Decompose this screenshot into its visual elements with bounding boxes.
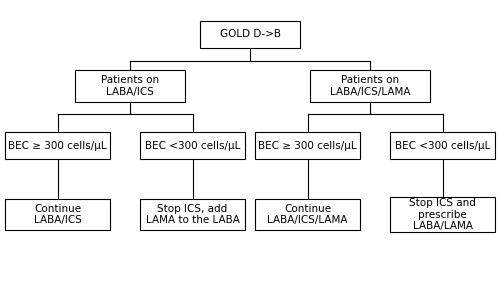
- FancyBboxPatch shape: [390, 197, 495, 232]
- Text: Stop ICS, add
LAMA to the LABA: Stop ICS, add LAMA to the LABA: [146, 204, 240, 225]
- Text: Continue
LABA/ICS: Continue LABA/ICS: [34, 204, 82, 225]
- FancyBboxPatch shape: [75, 70, 185, 102]
- FancyBboxPatch shape: [310, 70, 430, 102]
- FancyBboxPatch shape: [5, 199, 110, 230]
- FancyBboxPatch shape: [255, 199, 360, 230]
- Text: BEC ≥ 300 cells/μL: BEC ≥ 300 cells/μL: [258, 141, 357, 151]
- Text: BEC <300 cells/μL: BEC <300 cells/μL: [145, 141, 240, 151]
- Text: BEC <300 cells/μL: BEC <300 cells/μL: [395, 141, 490, 151]
- FancyBboxPatch shape: [390, 132, 495, 160]
- FancyBboxPatch shape: [140, 132, 245, 160]
- FancyBboxPatch shape: [255, 132, 360, 160]
- Text: Patients on
LABA/ICS: Patients on LABA/ICS: [101, 75, 159, 97]
- Text: GOLD D->B: GOLD D->B: [220, 29, 280, 39]
- FancyBboxPatch shape: [5, 132, 110, 160]
- Text: Patients on
LABA/ICS/LAMA: Patients on LABA/ICS/LAMA: [330, 75, 410, 97]
- Text: BEC ≥ 300 cells/μL: BEC ≥ 300 cells/μL: [8, 141, 107, 151]
- FancyBboxPatch shape: [200, 21, 300, 48]
- FancyBboxPatch shape: [140, 199, 245, 230]
- Text: Stop ICS and
prescribe
LABA/LAMA: Stop ICS and prescribe LABA/LAMA: [409, 198, 476, 231]
- Text: Continue
LABA/ICS/LAMA: Continue LABA/ICS/LAMA: [267, 204, 348, 225]
